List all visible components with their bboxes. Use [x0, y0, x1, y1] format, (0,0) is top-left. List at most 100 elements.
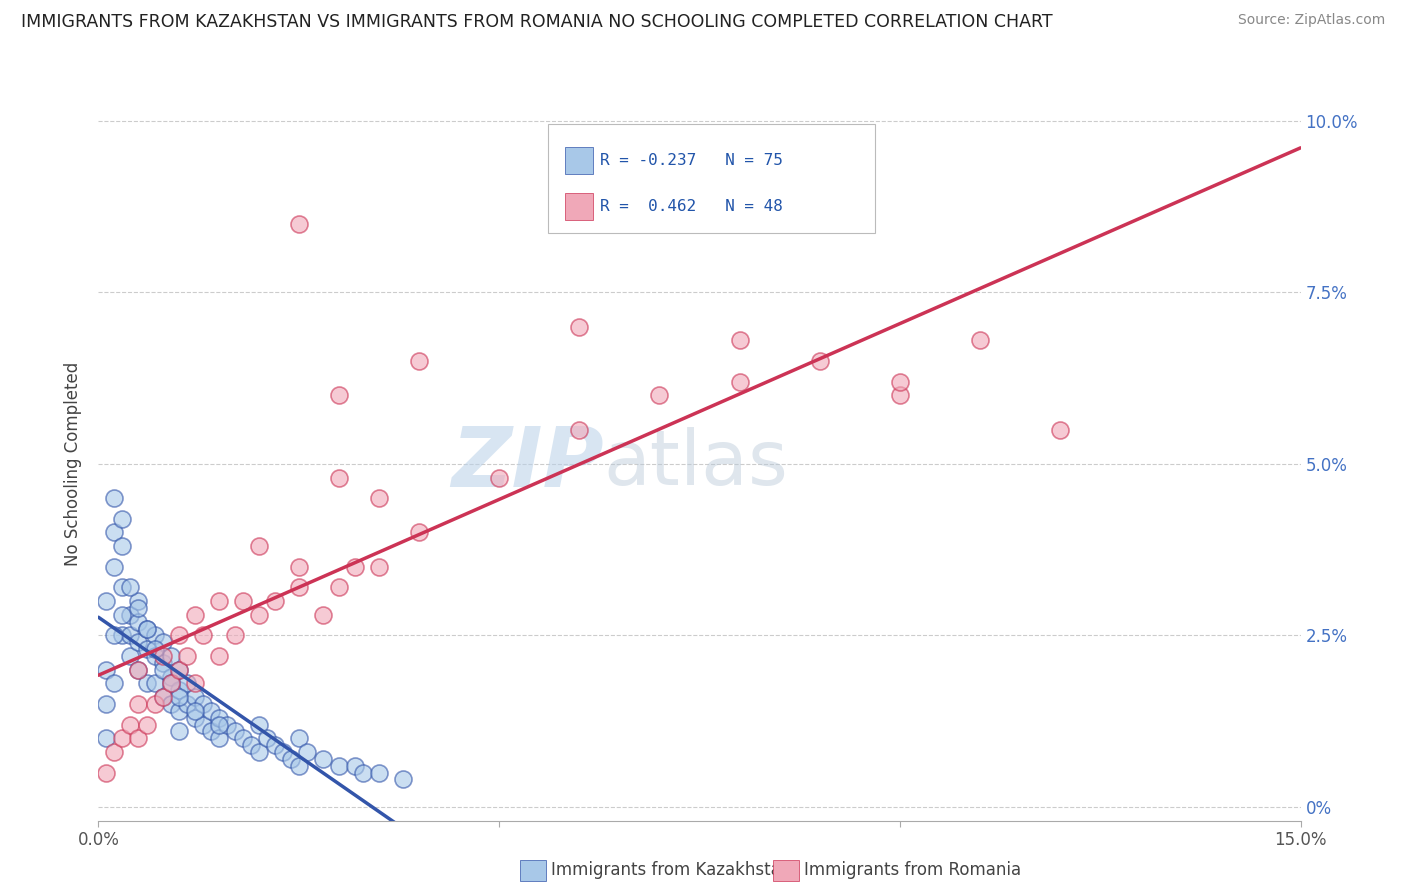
Point: [312, 752, 335, 766]
Point: [392, 772, 415, 787]
Point: [328, 758, 350, 772]
Point: [143, 642, 166, 657]
Point: [889, 375, 911, 389]
Text: IMMIGRANTS FROM KAZAKHSTAN VS IMMIGRANTS FROM ROMANIA NO SCHOOLING COMPLETED COR: IMMIGRANTS FROM KAZAKHSTAN VS IMMIGRANTS…: [21, 13, 1053, 31]
Point: [159, 676, 181, 690]
Point: [288, 580, 311, 594]
Point: [232, 594, 254, 608]
Point: [96, 594, 118, 608]
Point: [368, 765, 391, 780]
Point: [167, 724, 190, 739]
Point: [143, 648, 166, 663]
Point: [969, 334, 991, 348]
Point: [263, 594, 285, 608]
Point: [288, 217, 311, 231]
Point: [263, 738, 285, 752]
Point: [208, 594, 231, 608]
Point: [96, 697, 118, 711]
Point: [247, 745, 270, 759]
Point: [408, 354, 430, 368]
Point: [135, 642, 157, 657]
Point: [152, 635, 174, 649]
Point: [208, 648, 231, 663]
Point: [120, 717, 142, 731]
Point: [111, 628, 134, 642]
Point: [103, 676, 125, 690]
Point: [343, 758, 366, 772]
Point: [183, 690, 205, 705]
Point: [167, 704, 190, 718]
Text: Immigrants from Kazakhstan: Immigrants from Kazakhstan: [551, 861, 792, 879]
Point: [152, 690, 174, 705]
Point: [183, 704, 205, 718]
Point: [111, 539, 134, 553]
Point: [808, 354, 831, 368]
Point: [328, 470, 350, 484]
Point: [128, 663, 150, 677]
Point: [103, 628, 125, 642]
Point: [247, 717, 270, 731]
Point: [135, 717, 157, 731]
Point: [224, 724, 246, 739]
Point: [128, 635, 150, 649]
Point: [280, 752, 302, 766]
Point: [488, 470, 510, 484]
Point: [648, 388, 671, 402]
Point: [288, 758, 311, 772]
Point: [200, 724, 222, 739]
Point: [568, 423, 591, 437]
Point: [295, 745, 318, 759]
Point: [568, 319, 591, 334]
Y-axis label: No Schooling Completed: No Schooling Completed: [65, 362, 83, 566]
Point: [191, 717, 214, 731]
Point: [288, 731, 311, 746]
Point: [176, 648, 198, 663]
Point: [215, 717, 238, 731]
Point: [111, 580, 134, 594]
Point: [103, 745, 125, 759]
Point: [183, 676, 205, 690]
Point: [271, 745, 294, 759]
Point: [128, 601, 150, 615]
Point: [103, 525, 125, 540]
Point: [1049, 423, 1071, 437]
Point: [96, 765, 118, 780]
Point: [120, 580, 142, 594]
Point: [111, 731, 134, 746]
Point: [408, 525, 430, 540]
Point: [183, 607, 205, 622]
Point: [224, 628, 246, 642]
Point: [368, 559, 391, 574]
Point: [191, 697, 214, 711]
Point: [288, 559, 311, 574]
Point: [96, 663, 118, 677]
Point: [159, 669, 181, 683]
Text: atlas: atlas: [603, 427, 789, 500]
Point: [128, 615, 150, 629]
Text: R =  0.462   N = 48: R = 0.462 N = 48: [600, 199, 783, 214]
Point: [183, 711, 205, 725]
Point: [208, 717, 231, 731]
Point: [728, 334, 751, 348]
Point: [191, 628, 214, 642]
Point: [135, 622, 157, 636]
Point: [96, 731, 118, 746]
Point: [328, 580, 350, 594]
Point: [368, 491, 391, 505]
Point: [208, 731, 231, 746]
Point: [152, 656, 174, 670]
Point: [352, 765, 374, 780]
Point: [232, 731, 254, 746]
Point: [143, 628, 166, 642]
Point: [159, 676, 181, 690]
Point: [143, 676, 166, 690]
Point: [120, 607, 142, 622]
Point: [128, 594, 150, 608]
Point: [159, 648, 181, 663]
Point: [247, 607, 270, 622]
Point: [135, 676, 157, 690]
Point: [167, 663, 190, 677]
Text: R = -0.237   N = 75: R = -0.237 N = 75: [600, 153, 783, 168]
Point: [143, 697, 166, 711]
Point: [167, 690, 190, 705]
